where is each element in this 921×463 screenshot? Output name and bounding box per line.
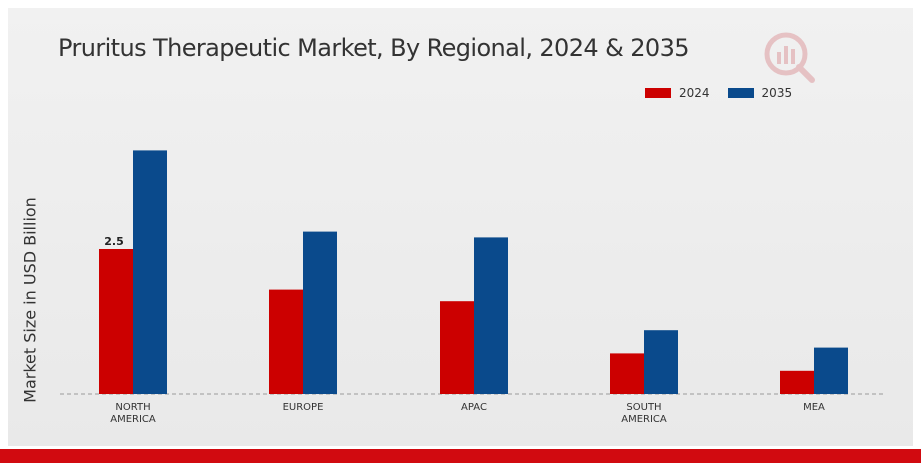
bar-2024-0	[99, 249, 133, 394]
x-tick-label-1: EUROPE	[283, 402, 324, 413]
x-tick-label-0: NORTH AMERICA	[110, 402, 156, 425]
legend-item-2035: 2035	[727, 86, 793, 100]
bar-2035-1	[303, 231, 337, 394]
bar-2035-3	[644, 330, 678, 394]
bar-2024-4	[780, 370, 814, 394]
bar-2024-3	[610, 353, 644, 394]
x-tick-label-2: APAC	[461, 402, 487, 413]
bar-2035-2	[474, 237, 508, 394]
legend-item-2024: 2024	[645, 86, 710, 100]
x-tick-label-4: MEA	[803, 402, 825, 413]
market-research-logo-icon	[762, 30, 816, 84]
legend-swatch-2035	[727, 88, 754, 98]
bar-2035-4	[814, 347, 848, 394]
bar-2024-1	[269, 289, 303, 394]
bar-2035-0	[133, 150, 167, 394]
bar-2024-2	[440, 301, 474, 394]
chart-title: Pruritus Therapeutic Market, By Regional…	[58, 34, 690, 62]
bottom-accent-bar	[0, 449, 921, 463]
legend-label-2035: 2035	[761, 86, 793, 100]
data-label-0: 2.5	[104, 235, 124, 248]
x-tick-label-3: SOUTH AMERICA	[621, 402, 667, 425]
chart-legend: 2024 2035	[645, 86, 792, 100]
legend-swatch-2024	[645, 88, 671, 98]
legend-label-2024: 2024	[679, 86, 710, 100]
